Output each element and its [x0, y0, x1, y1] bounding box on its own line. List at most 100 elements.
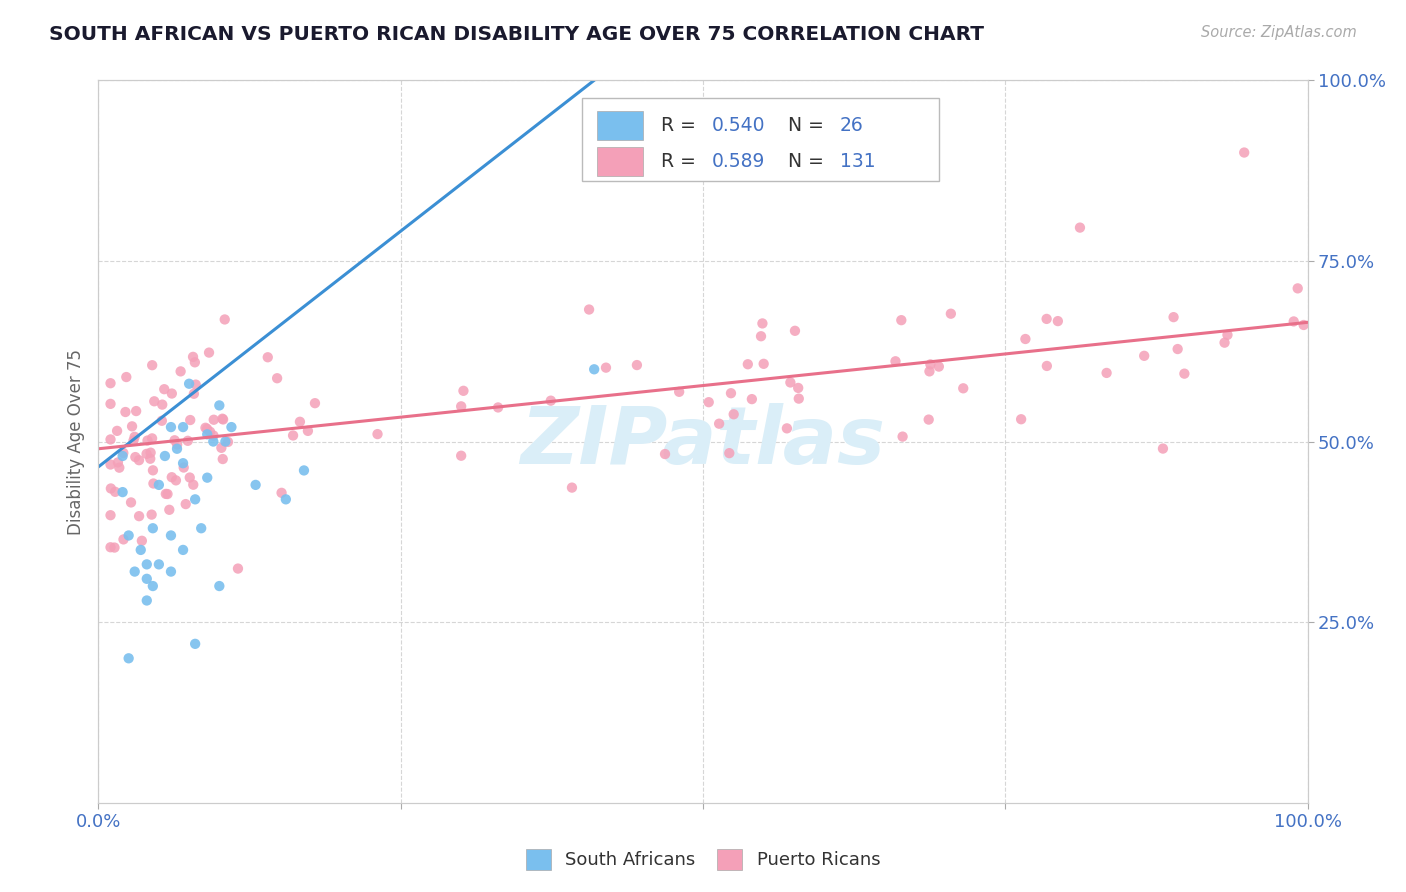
Point — [142, 463, 165, 477]
Point — [118, 528, 141, 542]
Point — [723, 407, 745, 421]
Point — [124, 430, 146, 444]
Point — [135, 572, 157, 586]
Point — [654, 447, 676, 461]
Point — [741, 392, 763, 406]
Point — [297, 424, 319, 438]
Point — [181, 477, 204, 491]
Point — [190, 521, 212, 535]
Point — [172, 456, 194, 470]
Point — [195, 422, 218, 436]
Point — [153, 449, 176, 463]
Point — [749, 329, 772, 343]
Point — [120, 495, 142, 509]
Point — [100, 541, 122, 555]
Point — [281, 428, 304, 442]
Text: N =: N = — [787, 116, 830, 135]
Point — [195, 470, 218, 484]
Point — [160, 420, 183, 434]
Point — [121, 419, 143, 434]
Point — [626, 358, 648, 372]
Point — [1216, 327, 1239, 342]
Point — [1133, 349, 1156, 363]
Point — [184, 355, 207, 369]
Point — [169, 364, 191, 378]
Point — [583, 362, 606, 376]
Point — [952, 381, 974, 395]
Point — [1035, 312, 1057, 326]
Point — [184, 637, 207, 651]
Point — [136, 434, 159, 448]
Point — [884, 354, 907, 368]
Point — [135, 593, 157, 607]
Point — [367, 427, 389, 442]
Point — [155, 487, 177, 501]
Point — [150, 414, 173, 428]
Point — [1286, 281, 1309, 295]
Point — [245, 478, 267, 492]
Point — [142, 521, 165, 535]
Point — [668, 384, 690, 399]
Point — [112, 446, 135, 460]
Point — [181, 350, 204, 364]
Point — [115, 370, 138, 384]
Point — [104, 484, 127, 499]
Point — [939, 307, 962, 321]
Point — [1292, 318, 1315, 332]
Point — [143, 394, 166, 409]
Point — [918, 412, 941, 426]
Point — [1233, 145, 1256, 160]
Point — [141, 431, 163, 445]
Text: Source: ZipAtlas.com: Source: ZipAtlas.com — [1201, 25, 1357, 40]
Point — [100, 397, 122, 411]
Point — [920, 358, 942, 372]
Point — [256, 351, 278, 365]
Point — [100, 376, 122, 391]
Point — [150, 398, 173, 412]
Point — [118, 651, 141, 665]
Point — [1163, 310, 1185, 325]
Point — [160, 386, 183, 401]
Point — [787, 392, 810, 406]
Point — [1014, 332, 1036, 346]
Point — [779, 376, 801, 390]
Point — [211, 411, 233, 425]
Point — [160, 528, 183, 542]
Point — [292, 463, 315, 477]
Point — [540, 393, 562, 408]
Point — [122, 434, 145, 448]
Text: SOUTH AFRICAN VS PUERTO RICAN DISABILITY AGE OVER 75 CORRELATION CHART: SOUTH AFRICAN VS PUERTO RICAN DISABILITY… — [49, 25, 984, 44]
Point — [141, 508, 163, 522]
Point — [450, 449, 472, 463]
Point — [928, 359, 950, 374]
Point — [112, 533, 135, 547]
Text: N =: N = — [787, 152, 830, 170]
Point — [153, 382, 176, 396]
Point — [156, 487, 179, 501]
Point — [172, 420, 194, 434]
Point — [184, 377, 207, 392]
Point — [194, 421, 217, 435]
Text: 0.589: 0.589 — [711, 152, 765, 170]
Point — [198, 425, 221, 439]
Text: R =: R = — [661, 152, 702, 170]
Point — [208, 398, 231, 412]
Point — [707, 417, 730, 431]
Point — [177, 434, 200, 448]
Point — [270, 485, 292, 500]
Text: 131: 131 — [839, 152, 876, 170]
Point — [139, 451, 162, 466]
Point — [288, 415, 311, 429]
Point — [1282, 314, 1305, 328]
Point — [890, 313, 912, 327]
Point — [198, 345, 221, 359]
Point — [214, 312, 236, 326]
Point — [129, 542, 152, 557]
Point — [486, 401, 509, 415]
Point — [100, 482, 122, 496]
Point — [160, 565, 183, 579]
Point — [221, 420, 243, 434]
Point — [561, 481, 583, 495]
Point — [160, 470, 183, 484]
Point — [124, 450, 146, 464]
